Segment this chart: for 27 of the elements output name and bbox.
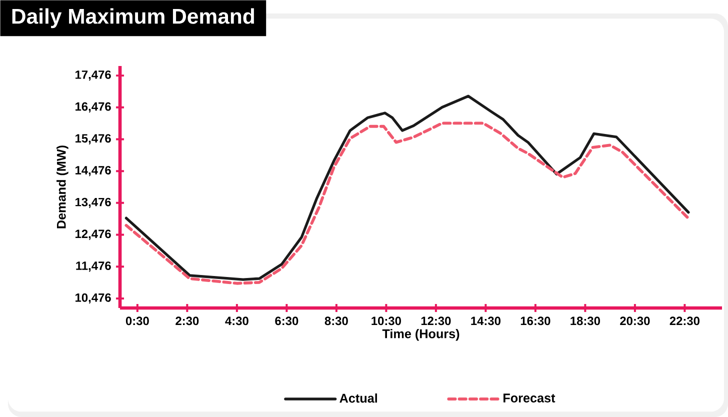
x-tick-label: 18:30 [570,316,600,326]
line-series [124,94,690,281]
y-tick-label: 16,476 [76,102,111,113]
x-axis-title: Time (Hours) [382,328,460,341]
x-tick-label: 10:30 [372,316,401,326]
x-tick-label: 14:30 [471,316,500,326]
x-tick-label: 6:30 [275,316,298,326]
y-tick-label: 15,476 [76,134,111,144]
chart-title: Daily Maximum Demand [12,8,254,28]
line-series [124,122,690,285]
x-tick-label: 22:30 [670,316,700,326]
y-tick-label: 13,476 [76,198,111,208]
y-tick-label: 10,476 [76,293,111,304]
legend-label: Actual [340,393,377,403]
legend-label: Forecast [504,394,556,402]
x-tick-label: 0:30 [126,316,149,326]
y-tick-label: 14,476 [76,166,111,176]
x-tick-label: 16:30 [520,316,550,326]
x-tick-label: 2:30 [176,316,199,326]
x-tick-label: 20:30 [620,316,650,326]
x-tick-label: 12:30 [421,316,451,326]
x-tick-label: 8:30 [324,316,348,326]
y-axis-title: Demand (MW) [56,146,68,228]
x-tick-label: 4:30 [225,316,248,326]
y-tick-label: 11,476 [76,262,111,272]
y-tick-label: 17,476 [76,70,111,81]
y-tick-label: 12,476 [76,230,111,240]
